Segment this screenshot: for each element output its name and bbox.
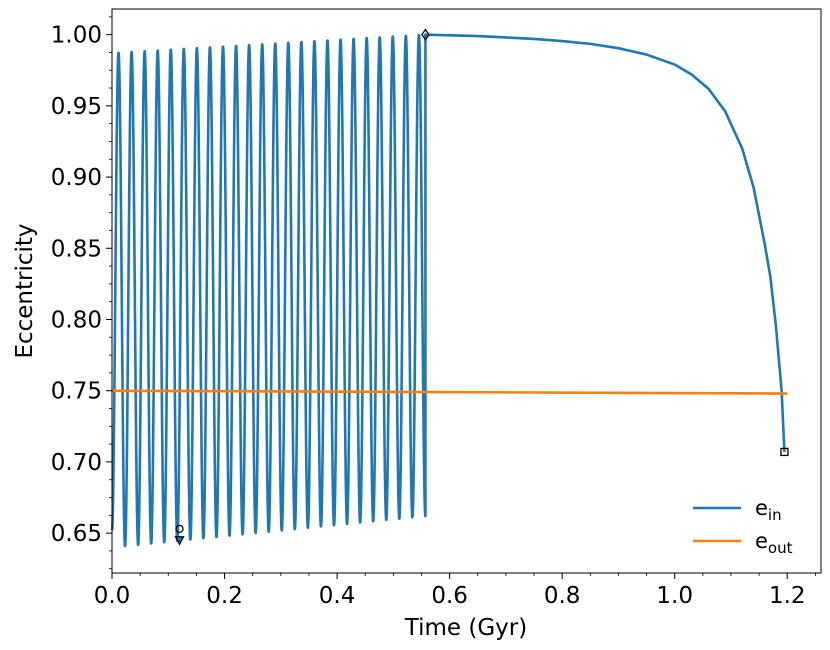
x-axis-label: Time (Gyr) [404, 615, 527, 641]
series-line-e-in [110, 33, 786, 548]
y-tick-label: 0.90 [51, 165, 102, 191]
x-tick-label: 0.4 [319, 583, 356, 609]
y-tick-label: 0.75 [51, 379, 102, 405]
marker-square [780, 447, 789, 457]
y-tick-label: 0.85 [51, 236, 102, 262]
marker-circle [175, 524, 184, 533]
series-layer [110, 33, 788, 548]
x-tick-label: 0.2 [206, 583, 243, 609]
marker-diamond [421, 28, 430, 41]
x-tick-label: 1.0 [656, 583, 693, 609]
y-tick-label: 0.70 [51, 450, 102, 476]
legend-entry: ein [755, 496, 782, 524]
y-axis-label: Eccentricity [12, 223, 38, 358]
y-tick-label: 1.00 [51, 23, 102, 49]
plot-frame [111, 8, 822, 574]
x-tick-label: 0.0 [94, 583, 131, 609]
x-tick-label: 0.8 [544, 583, 581, 609]
legend: ein eout [693, 496, 793, 557]
x-tick-label: 0.6 [431, 583, 468, 609]
legend-entry: eout [755, 529, 793, 557]
y-tick-label: 0.65 [51, 521, 102, 547]
marker-triangle-down [174, 536, 185, 546]
marker-layer [174, 28, 789, 546]
y-tick-label: 0.95 [51, 94, 102, 120]
y-tick-label: 0.80 [51, 307, 102, 333]
x-axis: 0.0 0.2 0.4 0.6 0.8 1.0 1.2 [94, 573, 816, 609]
x-tick-label: 1.2 [769, 583, 806, 609]
y-axis: 0.65 0.70 0.75 0.80 0.85 0.90 0.95 1.00 [51, 16, 112, 570]
series-line-e-out [111, 389, 788, 395]
